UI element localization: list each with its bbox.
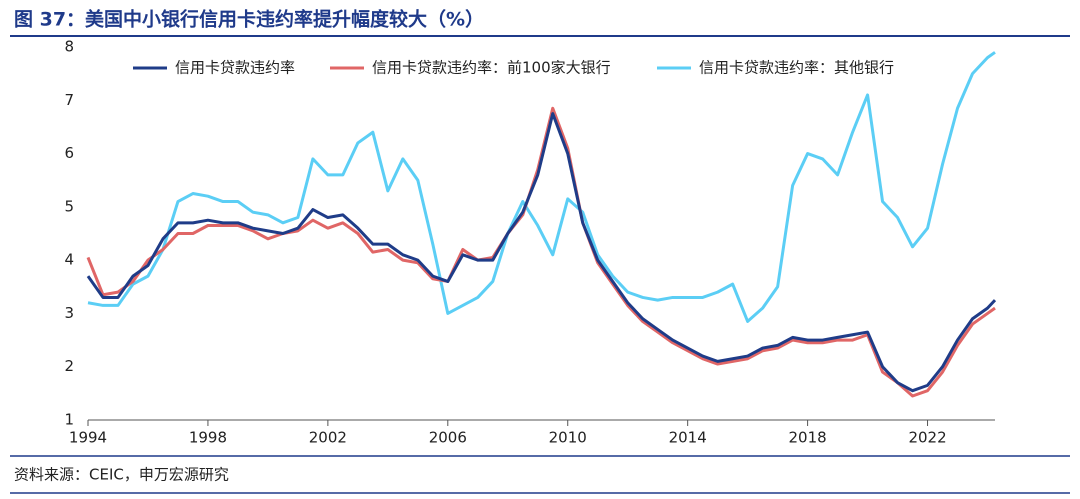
chart-title: 图 37：美国中小银行信用卡违约率提升幅度较大（%） bbox=[14, 8, 484, 31]
x-tick-label: 2002 bbox=[309, 429, 347, 447]
series-line bbox=[86, 112, 997, 393]
source-note: 资料来源：CEIC，申万宏源研究 bbox=[14, 466, 229, 484]
x-tick-label: 2022 bbox=[908, 429, 946, 447]
x-tick-label: 1994 bbox=[69, 429, 107, 447]
y-tick-label: 6 bbox=[64, 144, 74, 162]
y-tick-label: 8 bbox=[64, 38, 74, 56]
series-line bbox=[86, 106, 996, 398]
y-tick-label: 2 bbox=[64, 357, 74, 375]
y-tick-label: 5 bbox=[64, 197, 74, 215]
series-line bbox=[87, 51, 996, 323]
legend-label: 信用卡贷款违约率：其他银行 bbox=[699, 59, 894, 77]
x-tick-label: 2006 bbox=[429, 429, 467, 447]
y-tick-label: 1 bbox=[64, 411, 74, 429]
y-tick-label: 7 bbox=[64, 91, 74, 109]
legend-label: 信用卡贷款违约率：前100家大银行 bbox=[372, 59, 611, 77]
x-tick-label: 2014 bbox=[669, 429, 707, 447]
legend-label: 信用卡贷款违约率 bbox=[175, 59, 295, 77]
x-tick-label: 1998 bbox=[189, 429, 227, 447]
y-tick-label: 4 bbox=[64, 251, 74, 269]
x-tick-label: 2010 bbox=[549, 429, 587, 447]
x-tick-label: 2018 bbox=[789, 429, 827, 447]
y-tick-label: 3 bbox=[64, 304, 74, 322]
